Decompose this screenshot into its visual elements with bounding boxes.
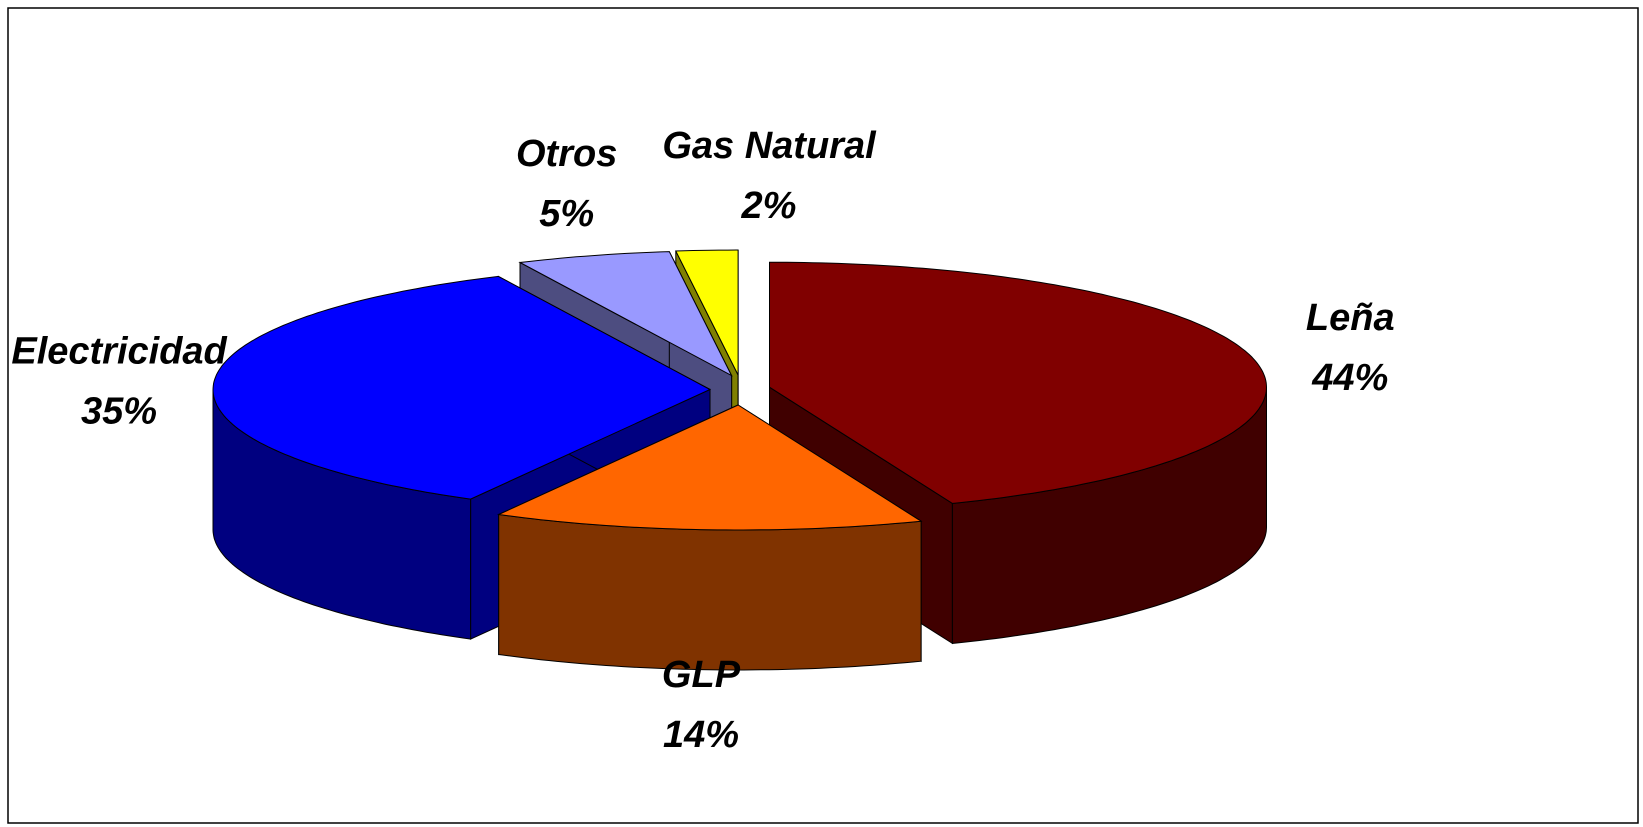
pie-slice-top <box>769 261 1268 504</box>
slice-label: GLP <box>662 654 741 696</box>
slice-label: Electricidad <box>11 330 227 372</box>
pie-slice-top <box>674 249 739 376</box>
slice-wall <box>498 513 922 671</box>
slice-value-label: 2% <box>741 185 797 227</box>
pie-slice <box>496 404 923 671</box>
slice-value-label: 35% <box>81 390 157 432</box>
slice-value-label: 44% <box>1311 357 1388 399</box>
slice-label: Gas Natural <box>662 125 877 167</box>
pie-slice-top <box>496 404 923 531</box>
slice-value-label: 5% <box>539 193 594 235</box>
pie-slice-top <box>212 275 712 500</box>
slice-value-label: 14% <box>663 714 739 756</box>
pie-slice-top <box>518 251 733 377</box>
slice-label: Otros <box>516 133 617 175</box>
slice-label: Leña <box>1306 297 1395 339</box>
